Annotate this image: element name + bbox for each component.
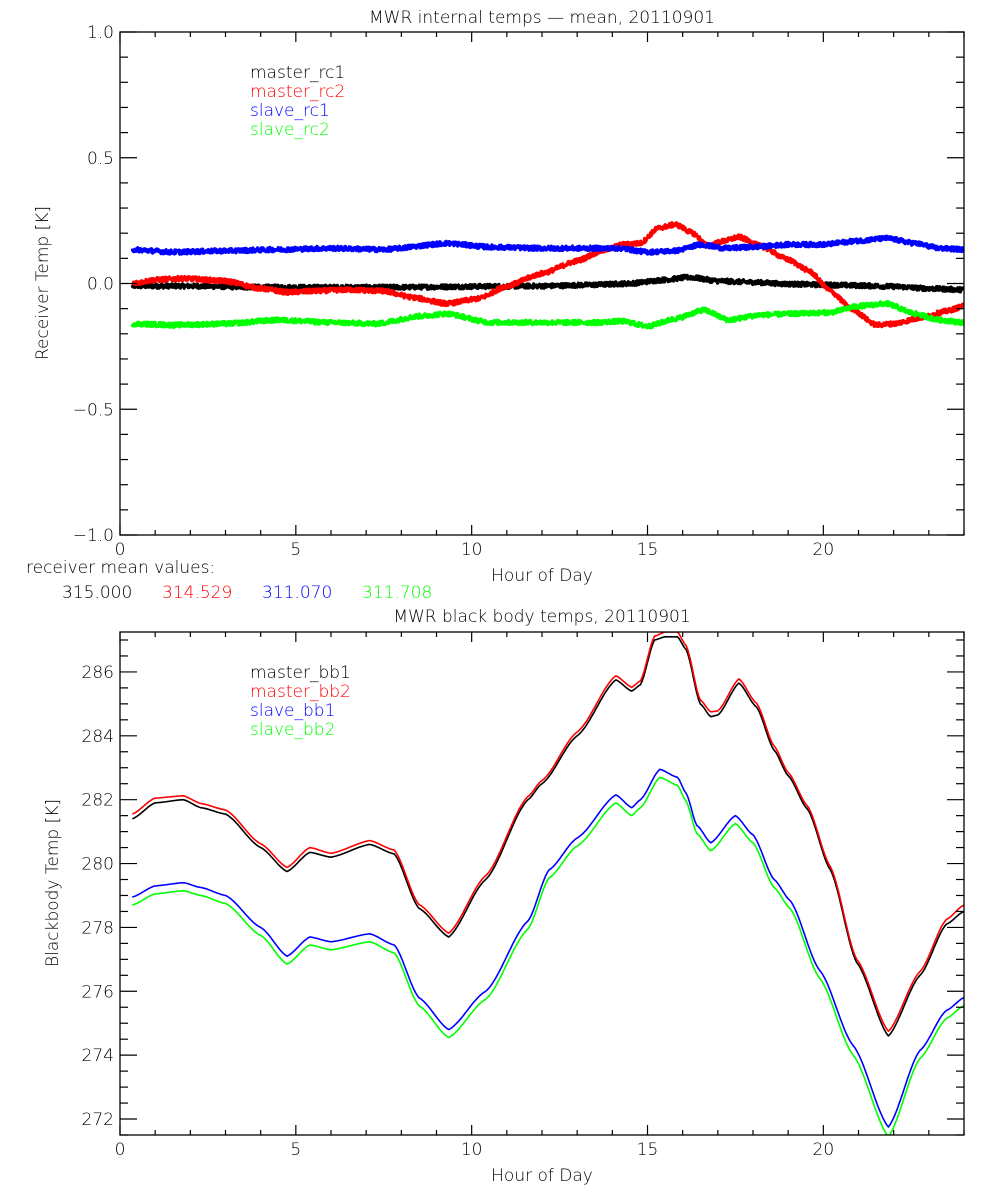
legend-entry-slave-bb2: slave_bb2	[250, 720, 335, 740]
y-axis-label: Receiver Temp [K]	[33, 206, 53, 360]
receiver-mean-value: 314.529	[162, 583, 232, 603]
series-line-slave-rc2	[130, 300, 964, 330]
series-line-master-bb2	[132, 632, 964, 1032]
y-tick-label: 0.0	[87, 275, 114, 295]
legend-entry-master-rc1: master_rc1	[250, 63, 345, 83]
series-line-slave-bb1	[132, 768, 964, 1128]
y-tick-label: −0.5	[73, 400, 114, 420]
y-tick-label: 282	[82, 791, 114, 811]
legend-entry-master-bb2: master_bb2	[250, 682, 351, 702]
y-tick-label: 0.5	[87, 149, 114, 169]
x-tick-label: 0	[115, 540, 126, 560]
y-tick-label: 272	[82, 1110, 114, 1130]
y-tick-label: 1.0	[87, 23, 114, 43]
series-layer	[132, 632, 964, 1135]
y-tick-label: −1.0	[73, 526, 114, 546]
x-tick-label: 0	[115, 1140, 126, 1160]
x-axis-label: Hour of Day	[491, 566, 593, 586]
x-tick-label: 20	[813, 1140, 835, 1160]
receiver-mean-value: 315.000	[62, 583, 132, 603]
x-tick-label: 10	[461, 1140, 483, 1160]
x-tick-label: 15	[637, 540, 659, 560]
axis-ticks	[119, 31, 965, 536]
legend-entry-slave-rc2: slave_rc2	[250, 120, 330, 140]
receiver-mean-value: 311.708	[362, 583, 432, 603]
legend-entry-master-bb1: master_bb1	[250, 663, 351, 683]
x-tick-label: 5	[290, 540, 301, 560]
blackbody-temp-chart: MWR black body temps, 20110901 0 5 10 15 20 …	[43, 607, 965, 1186]
y-tick-label: 284	[82, 727, 114, 747]
legend-entry-master-rc2: master_rc2	[250, 82, 345, 102]
receiver-mean-label: receiver mean values:	[26, 558, 215, 578]
receiver-temp-chart: MWR internal temps — mean, 20110901 0 5 10…	[26, 8, 965, 603]
series-line-master-rc2	[130, 221, 964, 329]
y-tick-labels: −1.0 −0.5 0.0 0.5 1.0	[73, 23, 114, 546]
series-line-slave-bb2	[132, 776, 964, 1135]
y-tick-label: 278	[82, 918, 114, 938]
x-tick-labels: 0 5 10 15 20	[115, 1140, 835, 1160]
series-line-master-bb1	[132, 635, 964, 1037]
y-tick-labels: 272 274 276 278 280 282 284 286	[82, 663, 114, 1130]
x-tick-label: 10	[461, 540, 483, 560]
y-tick-label: 286	[82, 663, 114, 683]
y-tick-label: 280	[82, 855, 114, 875]
legend-entry-slave-rc1: slave_rc1	[250, 101, 330, 121]
y-axis-label: Blackbody Temp [K]	[43, 799, 63, 967]
x-axis-label: Hour of Day	[491, 1166, 593, 1186]
receiver-mean-value: 311.070	[262, 583, 332, 603]
axis-ticks	[119, 632, 965, 1136]
x-tick-label: 5	[290, 1140, 301, 1160]
x-tick-label: 15	[637, 1140, 659, 1160]
series-line-slave-rc1	[130, 234, 964, 256]
y-tick-label: 274	[82, 1046, 114, 1066]
chart-title: MWR black body temps, 20110901	[393, 607, 690, 627]
series-layer	[130, 221, 964, 330]
x-tick-label: 20	[813, 540, 835, 560]
legend-entry-slave-bb1: slave_bb1	[250, 701, 335, 721]
y-tick-label: 276	[82, 982, 114, 1002]
chart-title: MWR internal temps — mean, 20110901	[369, 8, 715, 28]
receiver-mean-values: 315.000 314.529 311.070 311.708	[62, 583, 432, 603]
x-tick-labels: 0 5 10 15 20	[115, 540, 835, 560]
